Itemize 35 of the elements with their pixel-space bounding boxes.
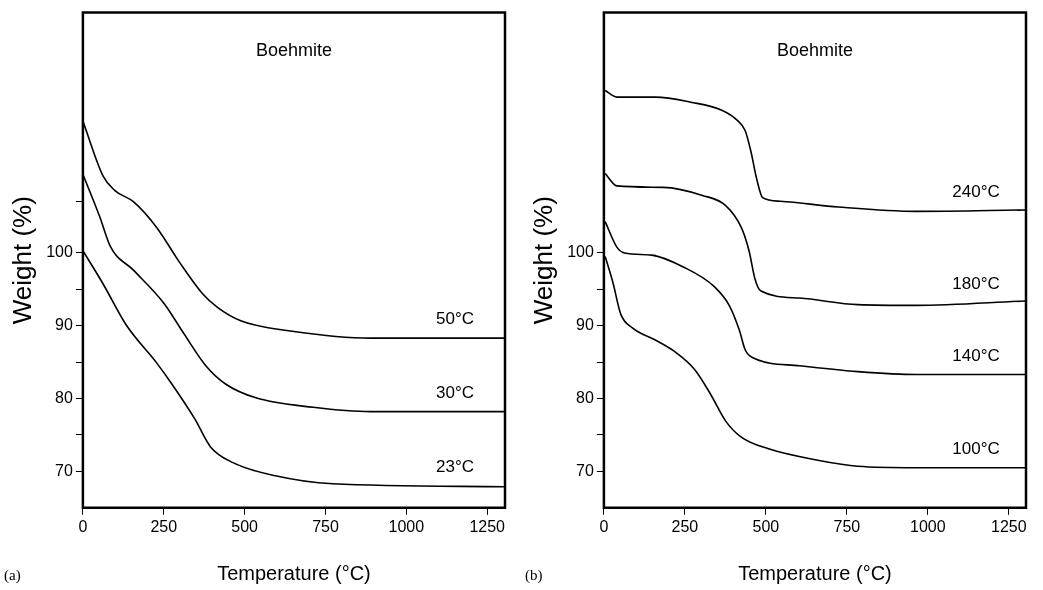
x-tick-label: 250 <box>671 517 699 535</box>
series-label: 240°C <box>952 181 1000 201</box>
y-tick-label: 70 <box>55 461 73 479</box>
x-tick-label: 750 <box>312 517 339 535</box>
x-tick-label: 750 <box>833 517 861 535</box>
series-label: 50°C <box>436 309 474 329</box>
x-tick-label: 0 <box>78 517 88 535</box>
x-tick-label: 1250 <box>469 517 506 535</box>
text: Boehmite <box>255 39 332 60</box>
x-axis-title: Temperature (°C) <box>217 561 371 584</box>
x-tick-label: 500 <box>231 517 259 535</box>
series-label: 100°C <box>952 438 1000 458</box>
x-tick-label: 250 <box>150 517 178 535</box>
text: (b) <box>525 567 543 585</box>
x-tick-label: 1250 <box>991 517 1027 535</box>
series-label: 180°C <box>952 274 1000 294</box>
y-tick-label: 90 <box>576 316 594 334</box>
y-tick-label: 90 <box>55 316 73 334</box>
y-tick-label: 100 <box>567 243 594 261</box>
x-tick-label: 1000 <box>910 517 946 535</box>
y-tick-label: 100 <box>46 243 73 261</box>
x-axis-title: Temperature (°C) <box>738 561 892 584</box>
y-tick-label: 80 <box>576 388 594 406</box>
series-label: 140°C <box>952 345 1000 365</box>
x-tick-label: 500 <box>752 517 780 535</box>
y-axis-title: Weight (%) <box>6 196 37 325</box>
y-tick-label: 80 <box>55 388 73 406</box>
x-tick-label: 0 <box>599 517 609 535</box>
y-tick-label: 70 <box>576 461 594 479</box>
series-label: 23°C <box>436 457 474 477</box>
series-label: 30°C <box>436 382 474 402</box>
y-axis-title: Weight (%) <box>527 196 558 325</box>
text: (a) <box>4 567 21 585</box>
x-tick-label: 1000 <box>388 517 425 535</box>
text: Boehmite <box>776 39 853 60</box>
